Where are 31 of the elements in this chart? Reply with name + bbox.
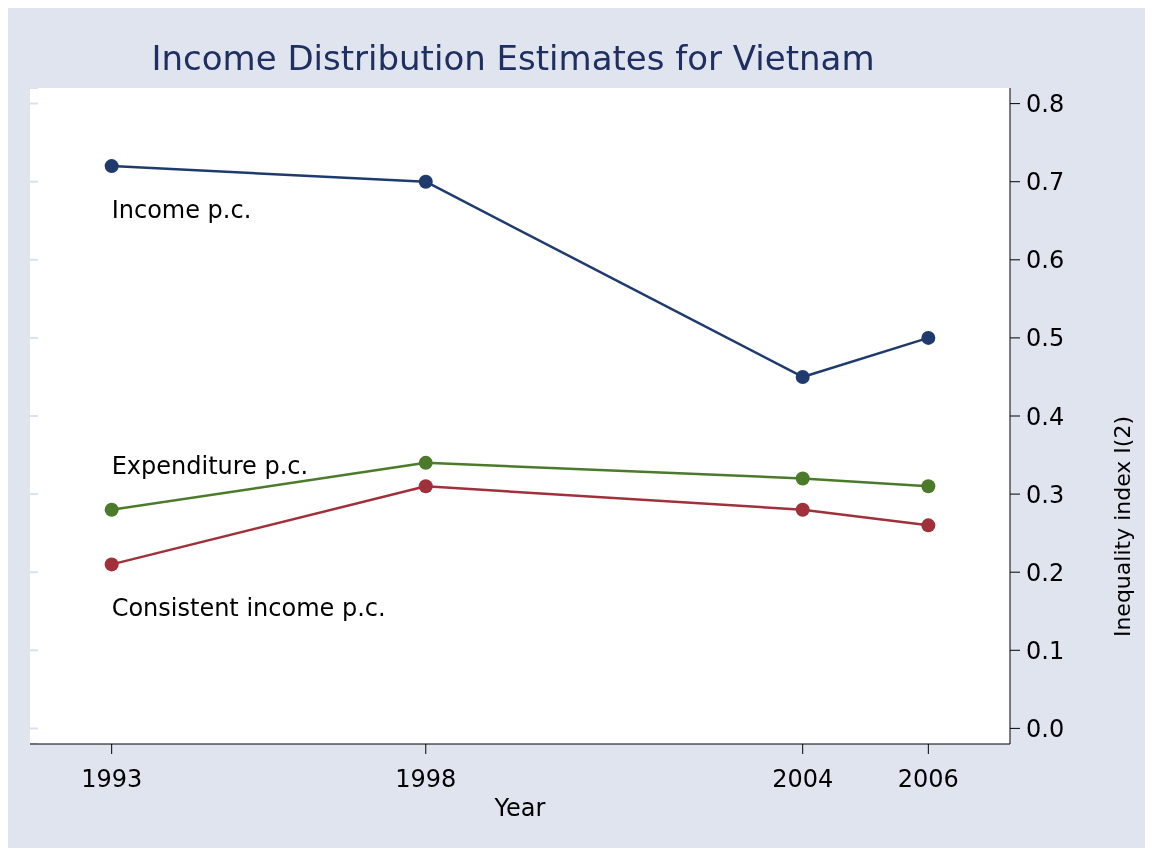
x-tick-label: 1993 [81,765,143,794]
x-tick-label: 1998 [395,765,457,794]
point [418,455,433,470]
chart-title: Income Distribution Estimates for Vietnam [150,38,876,78]
y-tick-label: 0.1 [1026,636,1065,665]
y-tick-label: 0.0 [1026,714,1065,743]
point [104,159,119,174]
point [104,502,119,517]
series-label: Income p.c. [111,196,252,225]
point [795,369,810,384]
point [795,471,810,486]
point [795,502,810,517]
point [921,518,936,533]
y-tick-label: 0.7 [1026,168,1065,197]
y-tick-label: 0.2 [1026,558,1065,587]
point [418,174,433,189]
point [418,479,433,494]
y-axis-title: Inequality index I(2) [1109,416,1135,638]
point [104,557,119,572]
point [921,479,936,494]
point [921,330,936,345]
series-label: Consistent income p.c. [111,594,386,623]
y-tick-label: 0.3 [1026,480,1065,509]
x-axis-title: Year [493,794,546,822]
y-tick-label: 0.4 [1026,402,1065,431]
x-tick-label: 2006 [897,765,959,794]
series-label: Expenditure p.c. [111,451,309,480]
y-tick-label: 0.6 [1026,246,1065,275]
x-tick-label: 2004 [772,765,834,794]
y-tick-label: 0.8 [1026,90,1065,119]
y-tick-label: 0.5 [1026,324,1065,353]
